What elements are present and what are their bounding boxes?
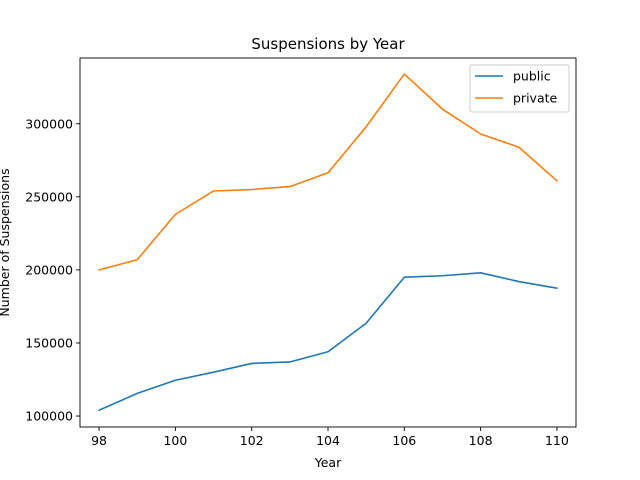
x-axis: 98 100 102 104 106 108 110 <box>91 427 569 448</box>
legend: public private <box>469 64 570 113</box>
y-tick-label: 150000 <box>25 335 73 350</box>
x-tick-label: 106 <box>392 433 416 448</box>
y-tick-label: 300000 <box>25 116 73 131</box>
plot-area <box>79 57 577 428</box>
x-tick-label: 104 <box>316 433 340 448</box>
series-line-private <box>98 73 559 271</box>
x-tick-label: 108 <box>469 433 493 448</box>
x-tick-label: 110 <box>545 433 569 448</box>
y-tick-label: 250000 <box>25 189 73 204</box>
axes-frame <box>79 57 577 428</box>
y-axis: 100000 150000 200000 250000 300000 <box>25 116 80 424</box>
y-tick-label: 100000 <box>25 409 73 424</box>
x-tick-label: 98 <box>91 433 107 448</box>
y-tick-label: 200000 <box>25 262 73 277</box>
x-tick-label: 102 <box>240 433 264 448</box>
chart-title: Suspensions by Year <box>251 35 405 53</box>
series-line-public <box>98 272 558 412</box>
x-tick-label: 100 <box>163 433 187 448</box>
legend-label-private: private <box>513 91 558 106</box>
x-axis-label: Year <box>314 455 342 470</box>
y-axis-label: Number of Suspensions <box>0 168 12 316</box>
legend-label-public: public <box>513 69 551 84</box>
